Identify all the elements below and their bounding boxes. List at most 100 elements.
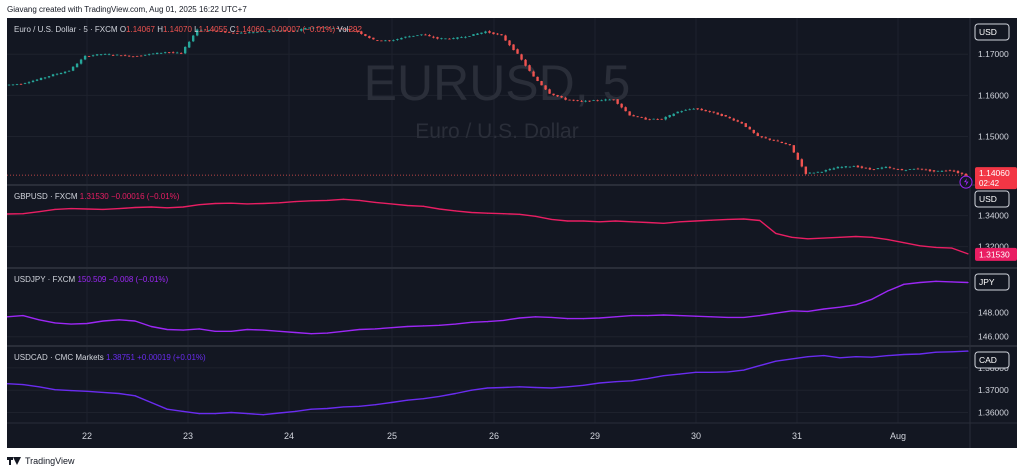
data-point — [374, 201, 376, 203]
candle-body — [652, 118, 655, 120]
candle-body — [452, 38, 455, 40]
data-point — [214, 413, 216, 415]
data-point — [22, 315, 24, 317]
candle-body — [31, 80, 35, 83]
data-point — [374, 328, 376, 330]
candle-body — [212, 29, 215, 31]
legend-symbol: USDCAD · CMC Markets — [14, 353, 104, 362]
data-point — [54, 208, 56, 210]
data-point — [86, 322, 88, 325]
data-point — [406, 325, 409, 328]
data-point — [262, 414, 264, 416]
data-point — [967, 350, 969, 352]
data-point — [935, 351, 937, 353]
data-point — [422, 398, 425, 400]
candle-body — [288, 30, 291, 32]
candle-body — [836, 166, 840, 169]
candle-body — [328, 27, 331, 29]
candle-body — [608, 99, 611, 101]
data-point — [711, 316, 713, 318]
candle-body — [788, 144, 792, 146]
candle-body — [600, 100, 603, 102]
multi-pane-chart[interactable]: EURUSD, 5 Euro / U.S. Dollar Euro / U.S.… — [6, 18, 1017, 448]
candle-body — [796, 152, 800, 160]
price-axis-layer: 1.17000 1.16000 1.15000 USD 1.34000 1.32000 US… — [959, 23, 1017, 418]
x-tick-label: 24 — [284, 431, 294, 441]
data-point — [679, 373, 681, 375]
data-point — [102, 391, 104, 394]
legend-high: 1.14070 — [163, 25, 192, 34]
data-point — [518, 317, 521, 319]
candle-body — [280, 30, 283, 32]
data-point — [214, 202, 216, 205]
data-point — [22, 384, 24, 386]
candle-body — [396, 39, 399, 40]
data-point — [775, 232, 777, 235]
candle-body — [532, 71, 535, 77]
candle-body — [356, 30, 359, 32]
candle-body — [784, 143, 788, 145]
data-point — [70, 390, 72, 392]
data-point — [502, 386, 505, 389]
series-layer — [6, 26, 969, 416]
data-point — [727, 316, 729, 319]
data-point — [631, 221, 633, 223]
candle-body — [544, 85, 547, 90]
candle-body — [704, 110, 707, 112]
candle-body — [884, 166, 888, 168]
data-point — [807, 356, 809, 358]
data-point — [438, 324, 441, 326]
data-point — [711, 371, 713, 373]
data-point — [166, 328, 168, 331]
candle-body — [744, 123, 747, 127]
candle-body — [936, 170, 940, 172]
data-point — [791, 310, 793, 312]
candle-body — [908, 169, 912, 170]
candle-body — [804, 166, 808, 174]
candle-body — [87, 56, 91, 57]
data-point — [326, 199, 328, 201]
data-point — [70, 207, 72, 210]
candle-body — [143, 54, 147, 56]
candle-body — [896, 169, 900, 170]
data-point — [150, 206, 152, 208]
data-point — [358, 199, 360, 201]
data-point — [502, 213, 505, 215]
data-point — [262, 202, 264, 205]
data-point — [118, 392, 120, 395]
candle-body — [208, 30, 211, 31]
data-point — [550, 218, 553, 221]
candle-body — [512, 44, 515, 51]
candle-body — [79, 59, 83, 64]
x-tick-label: Aug — [890, 431, 906, 441]
data-point — [6, 316, 8, 318]
data-point — [518, 213, 521, 215]
legends-layer: Euro / U.S. Dollar · 5 · FXCM O1.14067 H… — [14, 25, 362, 362]
candle-body — [200, 29, 203, 31]
watermark-symbol: EURUSD, 5 — [364, 55, 631, 111]
candle-body — [920, 168, 924, 170]
candle-body — [488, 31, 491, 33]
candle-body — [35, 79, 39, 81]
chart-attribution: Giavang created with TradingView.com, Au… — [7, 5, 247, 14]
candle-body — [252, 32, 255, 34]
data-point — [326, 332, 328, 334]
data-point — [791, 358, 793, 360]
data-point — [470, 211, 473, 214]
data-point — [743, 369, 745, 371]
candle-body — [944, 170, 948, 172]
candle-body — [768, 138, 771, 140]
data-point — [887, 290, 889, 292]
legend-change: −0.00007 (−0.01%) — [267, 25, 336, 34]
candle-body — [428, 35, 431, 37]
candle-body — [500, 34, 503, 36]
candle-body — [228, 31, 231, 33]
candle-body — [296, 30, 299, 32]
data-point — [134, 395, 136, 397]
candle-body — [187, 41, 191, 48]
chart-frame[interactable]: EURUSD, 5 Euro / U.S. Dollar Euro / U.S.… — [6, 18, 1017, 448]
candle-body — [268, 30, 271, 32]
candle-body — [572, 99, 575, 101]
candle-body — [856, 165, 860, 168]
candle-body — [456, 37, 459, 39]
